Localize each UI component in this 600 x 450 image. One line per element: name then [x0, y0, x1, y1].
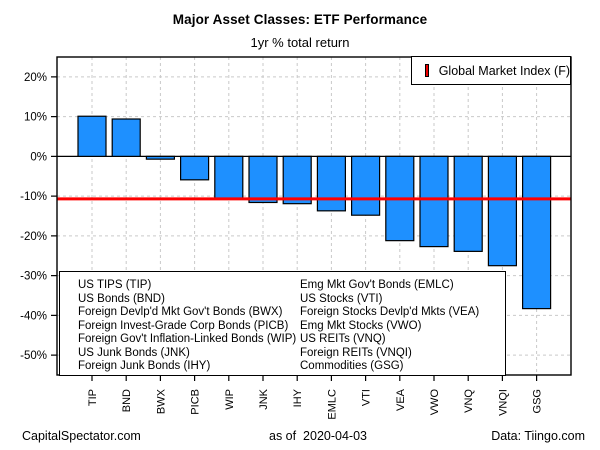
key-item: US Bonds (BND)	[78, 292, 165, 305]
bar-VWO	[419, 155, 449, 248]
bar-PICB	[180, 155, 210, 181]
chart-subtitle: 1yr % total return	[250, 35, 350, 50]
key-item: US Stocks (VTI)	[300, 292, 383, 305]
key-item: Foreign Invest-Grade Corp Bonds (PICB)	[78, 319, 289, 332]
bar-VNQ	[453, 155, 483, 252]
x-tick-label: IHY	[292, 388, 304, 407]
key-column-right: Emg Mkt Gov't Bonds (EMLC) US Stocks (VTI…	[300, 272, 505, 375]
bar-EMLC	[316, 155, 346, 212]
y-tick-label: -30%	[20, 271, 47, 283]
legend-label: Global Market Index (F)	[438, 63, 570, 78]
key-item: US Junk Bonds (JNK)	[78, 346, 190, 359]
x-tick-label: TIP	[87, 389, 99, 406]
key-item: Foreign Junk Bonds (IHY)	[78, 360, 211, 372]
bars	[77, 115, 552, 310]
x-tick-label: WIP	[224, 389, 236, 410]
bar-VNQI	[487, 155, 517, 267]
x-tick-label: VNQ	[463, 389, 475, 413]
legend-box: Global Market Index (F)	[411, 56, 571, 85]
bar-WIP	[214, 155, 244, 199]
y-axis: 20% 10% 0% -10% -20% -30% -40% -50%	[20, 72, 57, 362]
x-tick-label: GSG	[532, 389, 544, 413]
x-tick-label: EMLC	[326, 389, 338, 420]
key-item: US REITs (VNQ)	[300, 333, 386, 345]
chart-title: Major Asset Classes: ETF Performance	[172, 12, 428, 27]
y-tick-label: 0%	[30, 151, 47, 163]
x-tick-label: PICB	[190, 389, 202, 415]
y-tick-label: 20%	[24, 72, 47, 84]
bar-JNK	[248, 155, 278, 204]
x-tick-label: VEA	[395, 388, 407, 411]
key-item: Foreign Stocks Devlp'd Mkts (VEA)	[300, 306, 480, 318]
key-item: Foreign REITs (VNQI)	[300, 346, 412, 359]
key-item: Foreign Gov't Inflation-Linked Bonds (WI…	[78, 333, 297, 345]
bar-GSG	[521, 155, 552, 310]
x-tick-label: BWX	[155, 388, 167, 414]
key-item: Emg Mkt Stocks (VWO)	[300, 319, 422, 332]
bar-BWX	[145, 155, 175, 160]
legend-red-square-swatch	[425, 64, 429, 77]
y-tick-label: -10%	[20, 191, 47, 203]
x-tick-label: BND	[121, 389, 133, 412]
asset-key-box: US TIPS (TIP) US Bonds (BND) Foreign Devlp…	[59, 271, 506, 376]
bar-IHY	[282, 155, 312, 205]
bar-VTI	[351, 155, 381, 216]
key-column-left: US TIPS (TIP) US Bonds (BND) Foreign Devlp…	[78, 272, 300, 375]
y-tick-label: 10%	[24, 112, 47, 124]
y-tick-label: -20%	[20, 231, 47, 243]
x-tick-label: VTI	[361, 389, 373, 406]
key-item: Commodities (GSG)	[300, 360, 404, 372]
footer: CapitalSpectator.com as of 2020-04-03 Da…	[0, 429, 600, 447]
x-tick-label: JNK	[258, 388, 270, 409]
y-tick-label: -40%	[20, 310, 47, 322]
key-item: Emg Mkt Gov't Bonds (EMLC)	[300, 279, 454, 291]
x-tick-label: VWO	[429, 389, 441, 416]
footer-as-of-date: as of 2020-04-03	[269, 429, 367, 443]
x-tick-label: VNQI	[497, 389, 509, 416]
bar-BND	[111, 118, 141, 157]
bar-TIP	[77, 115, 107, 157]
x-axis: TIP BND BWX PICB WIP JNK IHY EMLC VTI VEA VWO VNQ VN…	[87, 375, 544, 420]
footer-site: CapitalSpectator.com	[22, 429, 141, 443]
key-item: Foreign Devlp'd Mkt Gov't Bonds (BWX)	[78, 306, 283, 318]
footer-data-source: Data: Tiingo.com	[491, 429, 585, 443]
y-tick-label: -50%	[20, 350, 47, 362]
key-item: US TIPS (TIP)	[78, 279, 152, 291]
